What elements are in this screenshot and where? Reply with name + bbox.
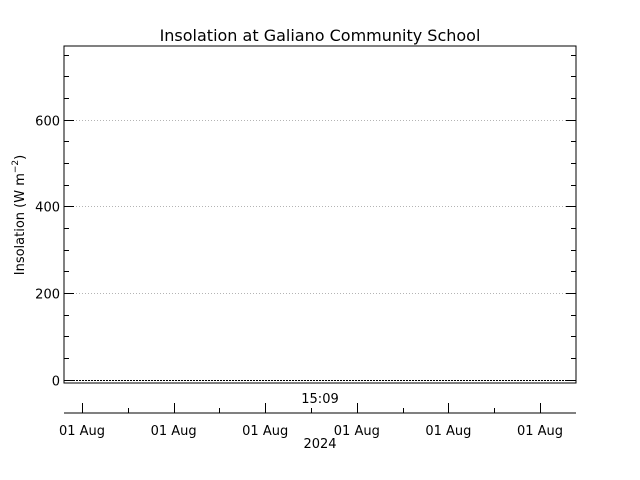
plot-frame (63, 45, 577, 384)
y-tick-label: 600 (35, 115, 60, 130)
y-tick-label: 200 (35, 288, 60, 303)
y-axis-label: Insolation (W m−2) (11, 155, 28, 276)
x-tick-label: 01 Aug (151, 424, 197, 439)
x-tick-label: 01 Aug (59, 424, 105, 439)
x-tick-label: 01 Aug (242, 424, 288, 439)
y-axis-label-text: Insolation (W m (13, 173, 28, 275)
y-tick-label: 400 (35, 201, 60, 216)
y-tick-label: 0 (52, 375, 60, 390)
x-tick-label: 01 Aug (334, 424, 380, 439)
x-tick-label: 01 Aug (517, 424, 563, 439)
time-label: 15:09 (301, 392, 338, 407)
y-axis-label-close: ) (13, 155, 28, 160)
x-axis: 01 Aug 01 Aug 01 Aug 01 Aug 01 Aug 01 Aug (59, 403, 576, 439)
x-axis-label: 2024 (303, 437, 336, 452)
chart-title: Insolation at Galiano Community School (160, 26, 481, 45)
grid-lines (64, 120, 576, 294)
x-tick-label: 01 Aug (425, 424, 471, 439)
y-axis-label-exponent: −2 (11, 160, 21, 173)
y-axis: 0 200 400 600 (35, 55, 576, 390)
